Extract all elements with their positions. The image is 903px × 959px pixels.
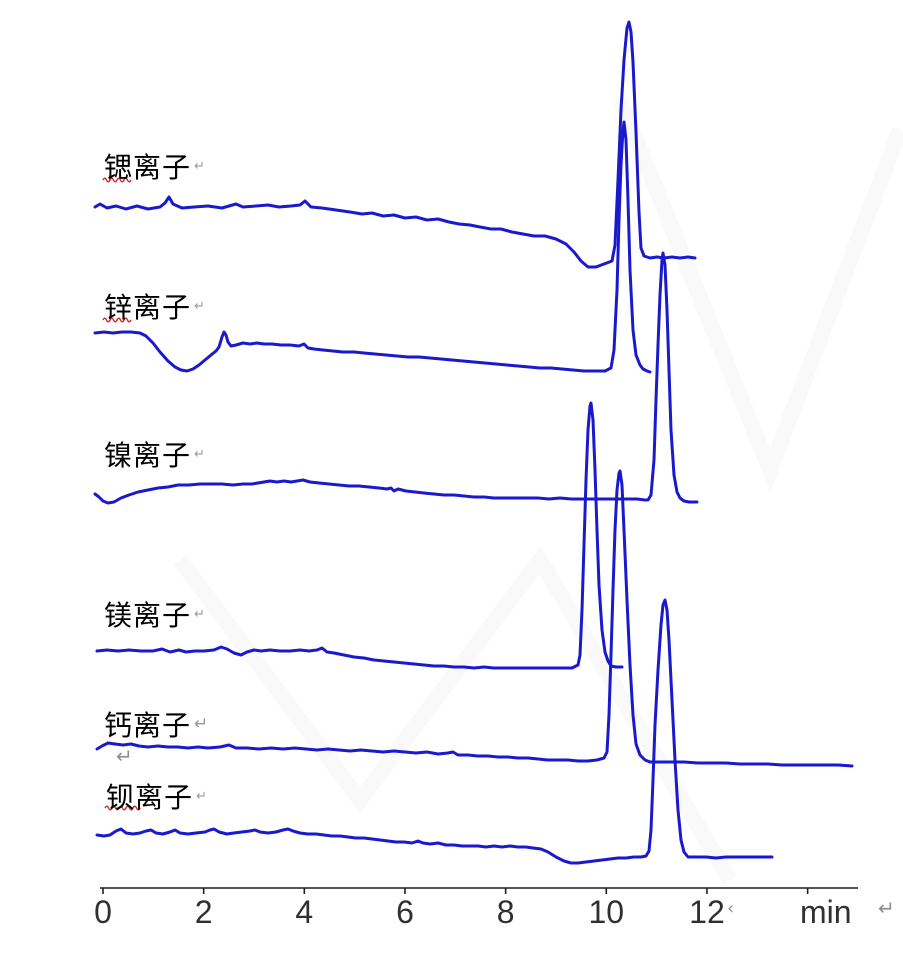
misspell-squiggle xyxy=(102,317,132,323)
ion-label-mg-text: 镁离子 xyxy=(104,599,192,632)
ion-label-ca-text: 钙离子 xyxy=(104,709,192,742)
ion-label-zn-text: 锌离子 xyxy=(104,291,192,324)
misspell-squiggle xyxy=(102,177,132,183)
x-tick-label-10: 10 xyxy=(588,894,625,930)
ion-label-ni-text: 镍离子 xyxy=(104,439,192,472)
line-break-mark: ↵ xyxy=(194,606,205,622)
trace-sr xyxy=(93,20,697,269)
line-break-mark: ↵ xyxy=(194,158,205,174)
paragraph-mark: ↵ xyxy=(878,896,895,920)
line-break-mark: ↵ xyxy=(194,298,205,314)
line-break-mark: ↵ xyxy=(194,714,209,734)
ion-label-sr: 锶离子 ↵ xyxy=(104,146,205,186)
trace-mg xyxy=(95,401,624,670)
trace-ba xyxy=(95,598,774,865)
paragraph-mark: ‹ xyxy=(727,898,735,919)
x-axis-unit-label: min xyxy=(800,894,852,930)
line-break-mark: ↵ xyxy=(194,446,205,462)
paragraph-mark: ↵ xyxy=(116,744,133,768)
x-tick-label-8: 8 xyxy=(496,894,515,930)
trace-zn xyxy=(93,120,652,374)
ion-label-sr-text: 锶离子 xyxy=(104,151,192,184)
ion-label-ba-text: 钡离子 xyxy=(106,781,194,814)
ion-label-ba: 钡离子 ↵ xyxy=(106,776,207,816)
ion-label-ca: 钙离子 ↵ xyxy=(104,704,208,744)
ion-label-mg: 镁离子 ↵ xyxy=(104,594,205,634)
line-break-mark: ↵ xyxy=(196,788,207,804)
x-tick-label-6: 6 xyxy=(396,894,414,930)
trace-ni xyxy=(93,251,699,505)
ion-label-ni: 镍离子 ↵ xyxy=(104,434,205,474)
misspell-squiggle xyxy=(104,805,141,811)
x-tick-label-0: 0 xyxy=(94,894,112,930)
watermark-line xyxy=(612,96,903,492)
x-tick-label-4: 4 xyxy=(295,894,314,930)
trace-ca xyxy=(95,469,854,768)
x-tick-label-2: 2 xyxy=(194,894,213,930)
x-tick-label-12: 12 xyxy=(689,894,725,930)
ion-label-zn: 锌离子 ↵ xyxy=(104,286,205,326)
